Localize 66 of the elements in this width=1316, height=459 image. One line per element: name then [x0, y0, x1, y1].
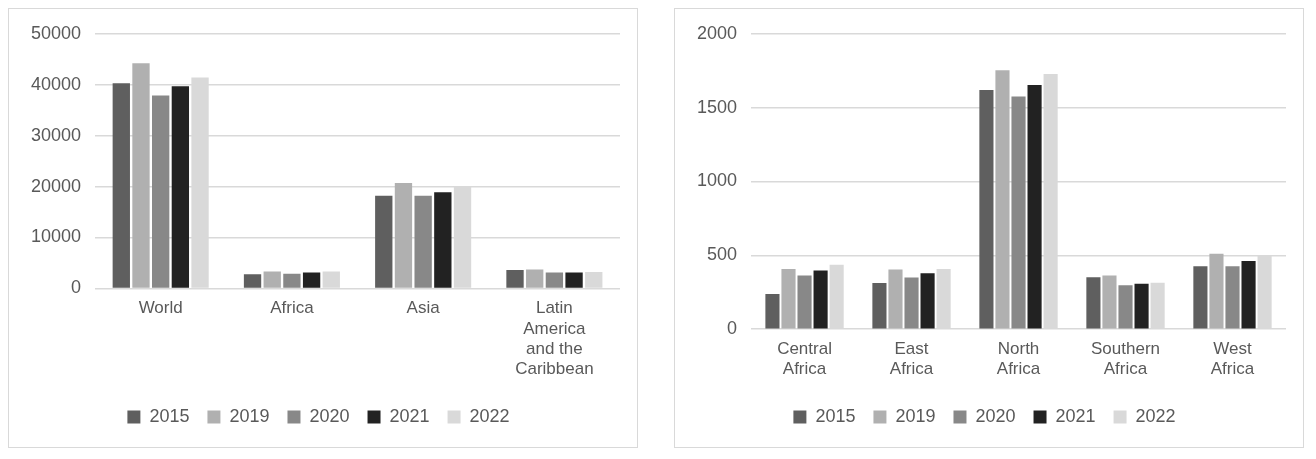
bar [781, 269, 796, 329]
bar [526, 269, 544, 288]
bar [979, 90, 994, 329]
x-tick-label: Latin America and the Caribbean [515, 298, 594, 379]
legend-label: 2019 [229, 405, 270, 426]
bar [1118, 285, 1133, 329]
y-tick-label: 10000 [30, 226, 82, 247]
bar [1086, 277, 1101, 329]
bar [1225, 266, 1240, 329]
bar [813, 270, 828, 329]
bar [797, 275, 812, 329]
x-tick-label: East Africa [889, 339, 934, 379]
legend-label: 2020 [975, 405, 1016, 426]
bar [283, 273, 301, 288]
bar [302, 272, 321, 288]
y-tick-label: 0 [71, 277, 82, 298]
bar [1011, 96, 1026, 329]
legend-label: 2020 [309, 405, 350, 426]
bar [434, 192, 452, 288]
x-tick-label: Southern Africa [1091, 339, 1161, 379]
bar [888, 269, 903, 329]
y-tick-label: 1000 [697, 170, 738, 191]
y-tick-label: 20000 [30, 175, 82, 196]
legend-label: 2021 [1055, 405, 1096, 426]
bar [1027, 85, 1042, 329]
x-tick-label: North Africa [996, 339, 1041, 379]
bar [375, 195, 393, 288]
bar [394, 183, 413, 288]
x-tick-label: Asia [406, 298, 441, 318]
legend-label: 2021 [389, 405, 430, 426]
y-tick-label: 50000 [30, 22, 82, 43]
bar [920, 273, 935, 329]
legend-label: 2015 [815, 405, 856, 426]
bar [1209, 253, 1224, 329]
legend-label: 2022 [1135, 405, 1176, 426]
bar [765, 294, 780, 329]
y-tick-label: 40000 [30, 73, 82, 94]
bar [904, 277, 919, 329]
legend-label: 2022 [469, 405, 510, 426]
bar [152, 95, 170, 288]
y-tick-label: 500 [707, 244, 738, 265]
bar [1241, 261, 1256, 329]
legend-label: 2019 [895, 405, 936, 426]
bar [263, 271, 281, 288]
bar [1193, 266, 1208, 329]
x-tick-label: Africa [270, 298, 315, 318]
bar [565, 272, 583, 288]
bar [506, 270, 524, 288]
x-tick-label: West Africa [1210, 339, 1255, 379]
bar [1134, 283, 1149, 329]
bar [545, 272, 564, 288]
x-tick-label: World [138, 298, 183, 318]
bar [872, 283, 887, 329]
bar [243, 274, 262, 288]
legend-label: 2015 [149, 405, 190, 426]
y-tick-label: 0 [727, 318, 738, 339]
bar [171, 86, 190, 288]
bar [414, 195, 432, 288]
y-tick-label: 1500 [697, 96, 738, 117]
bar [1102, 275, 1117, 329]
bar [995, 70, 1010, 329]
y-tick-label: 30000 [30, 124, 82, 145]
y-tick-label: 2000 [697, 22, 738, 43]
x-tick-label: Central Africa [777, 339, 832, 379]
bar [112, 83, 130, 288]
bar [132, 63, 150, 288]
